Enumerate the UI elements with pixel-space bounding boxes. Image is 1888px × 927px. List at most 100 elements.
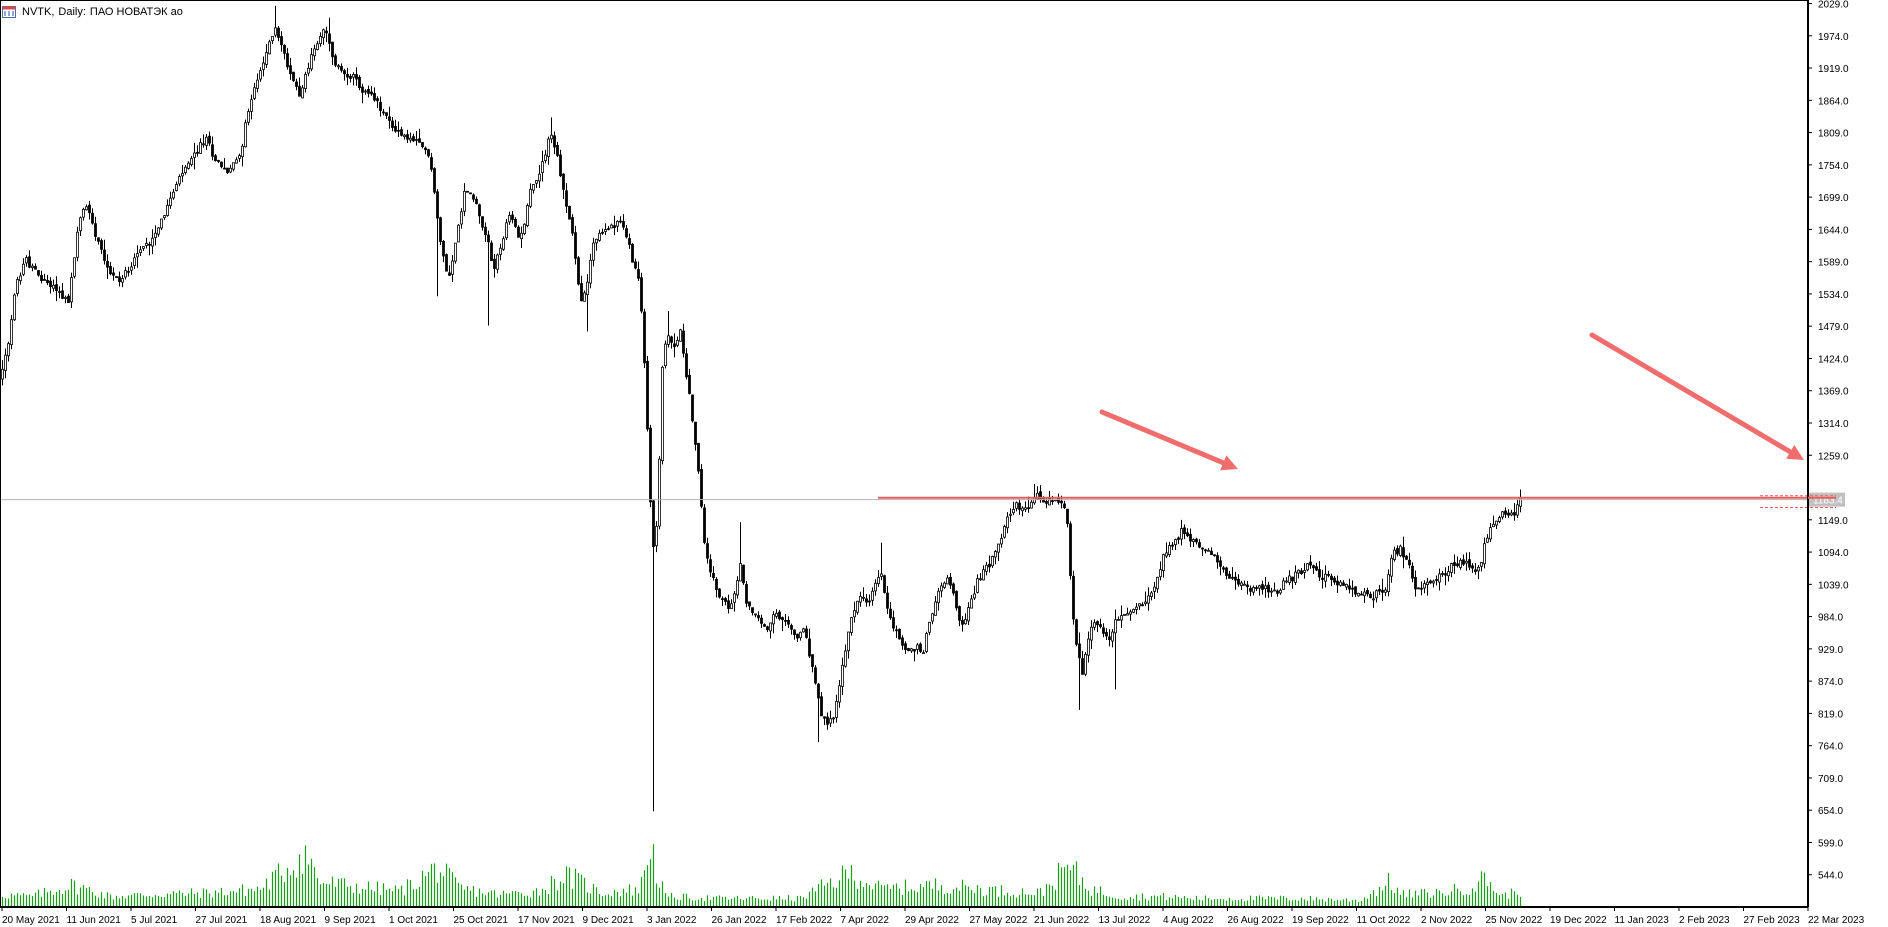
candle-body bbox=[859, 595, 862, 603]
price-axis[interactable]: 2029.0 1974.0 1919.0 1864.0 1809.0 1754.0 1699… bbox=[1808, 0, 1849, 907]
time-tick-label: 27 Feb 2023 bbox=[1744, 915, 1801, 926]
candle-body bbox=[943, 582, 946, 588]
chart-title: NVTK, Daily: ПАО НОВАТЭК ао bbox=[22, 6, 187, 18]
candle-body bbox=[325, 30, 328, 34]
candle-body bbox=[601, 231, 604, 234]
candle-body bbox=[1462, 559, 1465, 565]
candle-body bbox=[685, 353, 688, 378]
candle-body bbox=[412, 136, 415, 142]
candle-body bbox=[481, 216, 484, 228]
candle-body bbox=[319, 36, 322, 44]
candle-body bbox=[1177, 537, 1180, 540]
candle-body bbox=[433, 168, 436, 193]
candles-layer bbox=[1, 5, 1522, 812]
candle-body bbox=[1060, 500, 1063, 504]
price-tick-label: 1974.0 bbox=[1818, 32, 1849, 43]
candle-body bbox=[1381, 589, 1384, 593]
candle-body bbox=[49, 280, 52, 287]
candle-body bbox=[1009, 513, 1012, 516]
candle-body bbox=[1396, 548, 1399, 555]
candle-body bbox=[649, 427, 652, 503]
candle-body bbox=[19, 275, 22, 282]
candle-body bbox=[1390, 557, 1393, 577]
candle-body bbox=[415, 139, 418, 141]
candle-body bbox=[22, 263, 25, 275]
candle-body bbox=[235, 159, 238, 164]
candle-body bbox=[517, 226, 520, 238]
candle-body bbox=[508, 215, 511, 223]
candle-body bbox=[97, 237, 100, 242]
candle-body bbox=[1240, 582, 1243, 586]
candle-body bbox=[154, 232, 157, 238]
candle-body bbox=[964, 619, 967, 625]
candle-body bbox=[865, 598, 868, 603]
candle-body bbox=[1204, 549, 1207, 552]
candle-body bbox=[694, 421, 697, 445]
price-tick-label: 819.0 bbox=[1818, 709, 1843, 720]
arrow-annotation-left[interactable] bbox=[1099, 409, 1238, 471]
candle-body bbox=[1015, 502, 1018, 509]
candle-body bbox=[316, 43, 319, 50]
time-tick-label: 2 Nov 2022 bbox=[1421, 915, 1473, 926]
candle-body bbox=[691, 394, 694, 422]
candle-body bbox=[565, 190, 568, 207]
candle-body bbox=[637, 269, 640, 279]
candle-body bbox=[205, 136, 208, 146]
candle-body bbox=[280, 36, 283, 46]
candle-body bbox=[709, 559, 712, 573]
candle-body bbox=[286, 53, 289, 68]
candle-body bbox=[613, 225, 616, 229]
candle-body bbox=[1132, 608, 1135, 613]
candle-body bbox=[721, 598, 724, 601]
candle-body bbox=[901, 637, 904, 646]
candle-body bbox=[1195, 538, 1198, 543]
price-tick-label: 929.0 bbox=[1818, 645, 1843, 656]
candle-body bbox=[1117, 619, 1120, 621]
candle-body bbox=[1099, 624, 1102, 627]
candle-body bbox=[1087, 638, 1090, 656]
candle-body bbox=[127, 270, 130, 273]
candle-body bbox=[292, 71, 295, 81]
candle-body bbox=[1387, 574, 1390, 592]
candle-body bbox=[895, 629, 898, 632]
candle-body bbox=[1297, 569, 1300, 574]
candle-body bbox=[994, 551, 997, 558]
candle-body bbox=[1498, 517, 1501, 523]
candle-body bbox=[931, 613, 934, 622]
candle-body bbox=[886, 592, 889, 609]
candle-body bbox=[247, 111, 250, 123]
candle-body bbox=[1513, 512, 1516, 516]
candle-body bbox=[928, 621, 931, 633]
candle-body bbox=[811, 654, 814, 667]
candle-body bbox=[646, 360, 649, 430]
candle-body bbox=[1084, 653, 1087, 675]
candle-body bbox=[181, 172, 184, 177]
candle-body bbox=[748, 601, 751, 607]
candle-body bbox=[781, 617, 784, 621]
candle-body bbox=[484, 226, 487, 236]
candle-body bbox=[313, 48, 316, 57]
time-axis[interactable]: 20 May 2021 11 Jun 2021 5 Jul 2021 27 Jul 2… bbox=[0, 907, 1865, 926]
chart-window-icon[interactable] bbox=[2, 6, 16, 18]
candle-body bbox=[463, 190, 466, 212]
candle-body bbox=[898, 629, 901, 640]
candle-body bbox=[982, 569, 985, 581]
candle-body bbox=[1252, 587, 1255, 593]
candle-body bbox=[376, 98, 379, 102]
candle-body bbox=[346, 73, 349, 78]
candle-body bbox=[1324, 573, 1327, 582]
candle-body bbox=[1228, 573, 1231, 579]
price-tick-label: 1259.0 bbox=[1818, 451, 1849, 462]
candle-body bbox=[1486, 537, 1489, 543]
arrow-annotation-right[interactable] bbox=[1589, 332, 1804, 460]
candle-body bbox=[1285, 580, 1288, 583]
time-tick-label: 7 Apr 2022 bbox=[841, 915, 890, 926]
candle-body bbox=[700, 469, 703, 507]
candle-body bbox=[1408, 559, 1411, 566]
candle-body bbox=[1255, 587, 1258, 589]
candle-body bbox=[1276, 590, 1279, 594]
candle-body bbox=[1402, 547, 1405, 558]
candle-body bbox=[184, 166, 187, 174]
candle-body bbox=[1216, 555, 1219, 563]
